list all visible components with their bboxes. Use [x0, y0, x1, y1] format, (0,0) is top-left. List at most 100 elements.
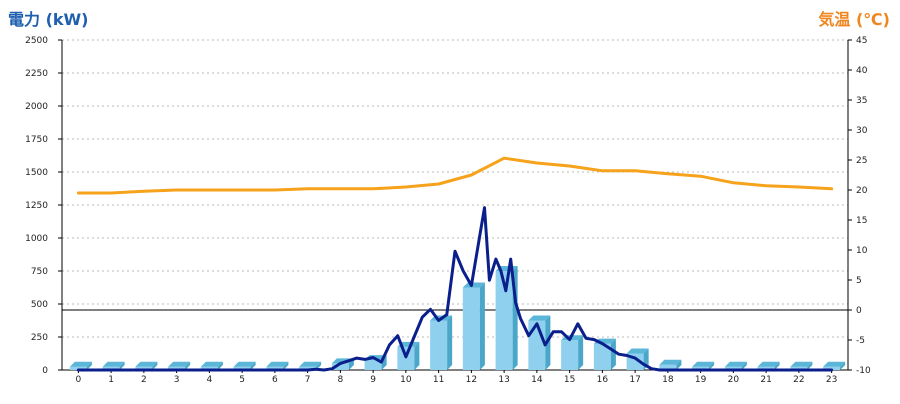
x-tick-label: 1 — [108, 375, 114, 385]
x-tick-label: 5 — [239, 375, 245, 385]
bar — [233, 366, 251, 370]
bar-side — [807, 361, 813, 370]
bar-side — [185, 361, 191, 370]
y-tick-label: 0 — [42, 366, 48, 376]
right-axis-title: 気温 (℃) — [818, 10, 890, 29]
y-tick-label: 2250 — [25, 69, 48, 79]
bar — [299, 366, 317, 370]
bar-top — [823, 361, 846, 367]
y-tick-label: 1750 — [25, 135, 48, 145]
bar-top — [790, 361, 813, 367]
bar-side — [86, 361, 92, 370]
bar — [135, 366, 153, 370]
bar-top — [102, 361, 125, 367]
x-tick-label: 7 — [305, 375, 311, 385]
x-tick-label: 3 — [174, 375, 180, 385]
bar-side — [250, 361, 256, 370]
y-tick-label: 2000 — [25, 102, 48, 112]
bar-side — [381, 355, 387, 370]
bar-top — [200, 361, 223, 367]
bar-side — [119, 361, 125, 370]
bar-side — [741, 361, 747, 370]
bar-side — [610, 338, 616, 370]
y-tick-label: 500 — [31, 300, 48, 310]
x-tick-label: 17 — [629, 375, 640, 385]
bar-side — [283, 361, 289, 370]
y-tick-label: 1250 — [25, 201, 48, 211]
bar-side — [578, 335, 584, 370]
bar-top — [168, 361, 191, 367]
y2-tick-label: 15 — [856, 216, 867, 226]
power-line — [76, 206, 834, 372]
bar-side — [348, 358, 354, 370]
bar — [823, 366, 841, 370]
bar — [724, 366, 742, 370]
y2-tick-label: 20 — [856, 186, 868, 196]
bar-top — [528, 315, 551, 321]
bar — [430, 320, 448, 370]
bar-top — [462, 282, 485, 288]
bar — [462, 287, 480, 370]
bar-top — [299, 361, 322, 367]
bar-top — [757, 361, 780, 367]
y2-tick-label: 40 — [856, 66, 868, 76]
bar-side — [217, 361, 223, 370]
bar — [266, 366, 284, 370]
bar — [331, 363, 349, 370]
y2-tick-label: 35 — [856, 96, 867, 106]
x-tick-label: 11 — [433, 375, 444, 385]
bar — [659, 364, 677, 370]
bar-top — [135, 361, 158, 367]
bar-side — [414, 341, 420, 370]
bar — [593, 343, 611, 370]
bar — [200, 366, 218, 370]
bar-side — [709, 361, 715, 370]
bar-top — [69, 361, 92, 367]
x-tick-label: 6 — [272, 375, 278, 385]
bar-top — [724, 361, 747, 367]
bar-top — [266, 361, 289, 367]
x-tick-label: 9 — [370, 375, 376, 385]
x-tick-label: 8 — [338, 375, 344, 385]
bar — [397, 346, 415, 370]
bar — [102, 366, 120, 370]
x-tick-label: 21 — [760, 375, 771, 385]
bar — [757, 366, 775, 370]
x-tick-label: 23 — [826, 375, 837, 385]
y2-tick-label: -5 — [856, 336, 865, 346]
x-tick-label: 10 — [400, 375, 412, 385]
y2-tick-label: 45 — [856, 36, 867, 46]
bar-side — [447, 315, 453, 370]
left-axis-title: 電力 (kW) — [8, 10, 89, 29]
y2-tick-label: 5 — [856, 276, 862, 286]
y-tick-label: 250 — [31, 333, 48, 343]
bar-side — [840, 361, 846, 370]
x-tick-label: 13 — [498, 375, 509, 385]
x-tick-label: 2 — [141, 375, 147, 385]
x-tick-label: 19 — [695, 375, 707, 385]
temperature-line — [76, 156, 834, 195]
bar-top — [692, 361, 715, 367]
x-tick-label: 0 — [76, 375, 82, 385]
x-tick-label: 22 — [793, 375, 804, 385]
bar — [692, 366, 710, 370]
bar-side — [774, 361, 780, 370]
bar-top — [659, 359, 682, 365]
x-tick-label: 16 — [597, 375, 609, 385]
bar — [495, 271, 513, 370]
y-tick-label: 2500 — [25, 36, 48, 46]
y2-tick-label: 10 — [856, 246, 868, 256]
bar — [69, 366, 87, 370]
bar-top — [233, 361, 256, 367]
bar-top — [626, 348, 649, 354]
bar-side — [676, 359, 682, 370]
y2-tick-label: 30 — [856, 126, 868, 136]
y-tick-label: 1000 — [25, 234, 48, 244]
y2-tick-label: -10 — [856, 366, 871, 376]
bar-side — [479, 282, 485, 370]
y2-tick-label: 25 — [856, 156, 867, 166]
bar — [168, 366, 186, 370]
bar — [790, 366, 808, 370]
x-tick-label: 12 — [466, 375, 477, 385]
